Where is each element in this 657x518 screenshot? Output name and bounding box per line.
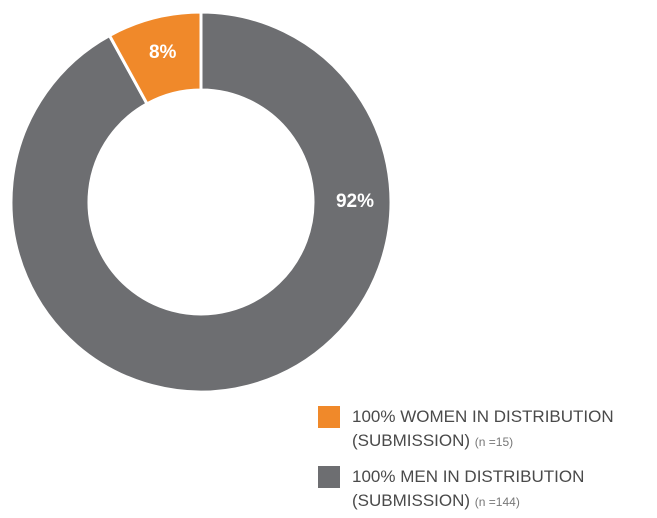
slice xyxy=(107,10,203,106)
legend-entry: 100% WOMEN IN DISTRIBUTION (SUBMISSION) … xyxy=(318,405,618,454)
legend-label: 100% MEN IN DISTRIBUTION (SUBMISSION) xyxy=(352,467,585,510)
legend-swatch xyxy=(318,406,340,428)
legend-count: (n =15) xyxy=(474,435,514,449)
data-label: 92% xyxy=(336,191,374,212)
legend-entry: 100% MEN IN DISTRIBUTION (SUBMISSION) (n… xyxy=(318,465,618,514)
data-label: 8% xyxy=(149,42,177,63)
legend-text: 100% MEN IN DISTRIBUTION (SUBMISSION) (n… xyxy=(352,465,618,514)
chart: 92% 8% xyxy=(9,10,393,394)
legend-label: 100% WOMEN IN DISTRIBUTION (SUBMISSION) xyxy=(352,407,614,450)
legend-count: (n =144) xyxy=(474,495,520,509)
legend-text: 100% WOMEN IN DISTRIBUTION (SUBMISSION) … xyxy=(352,405,618,454)
slice xyxy=(9,10,393,394)
legend-swatch xyxy=(318,466,340,488)
